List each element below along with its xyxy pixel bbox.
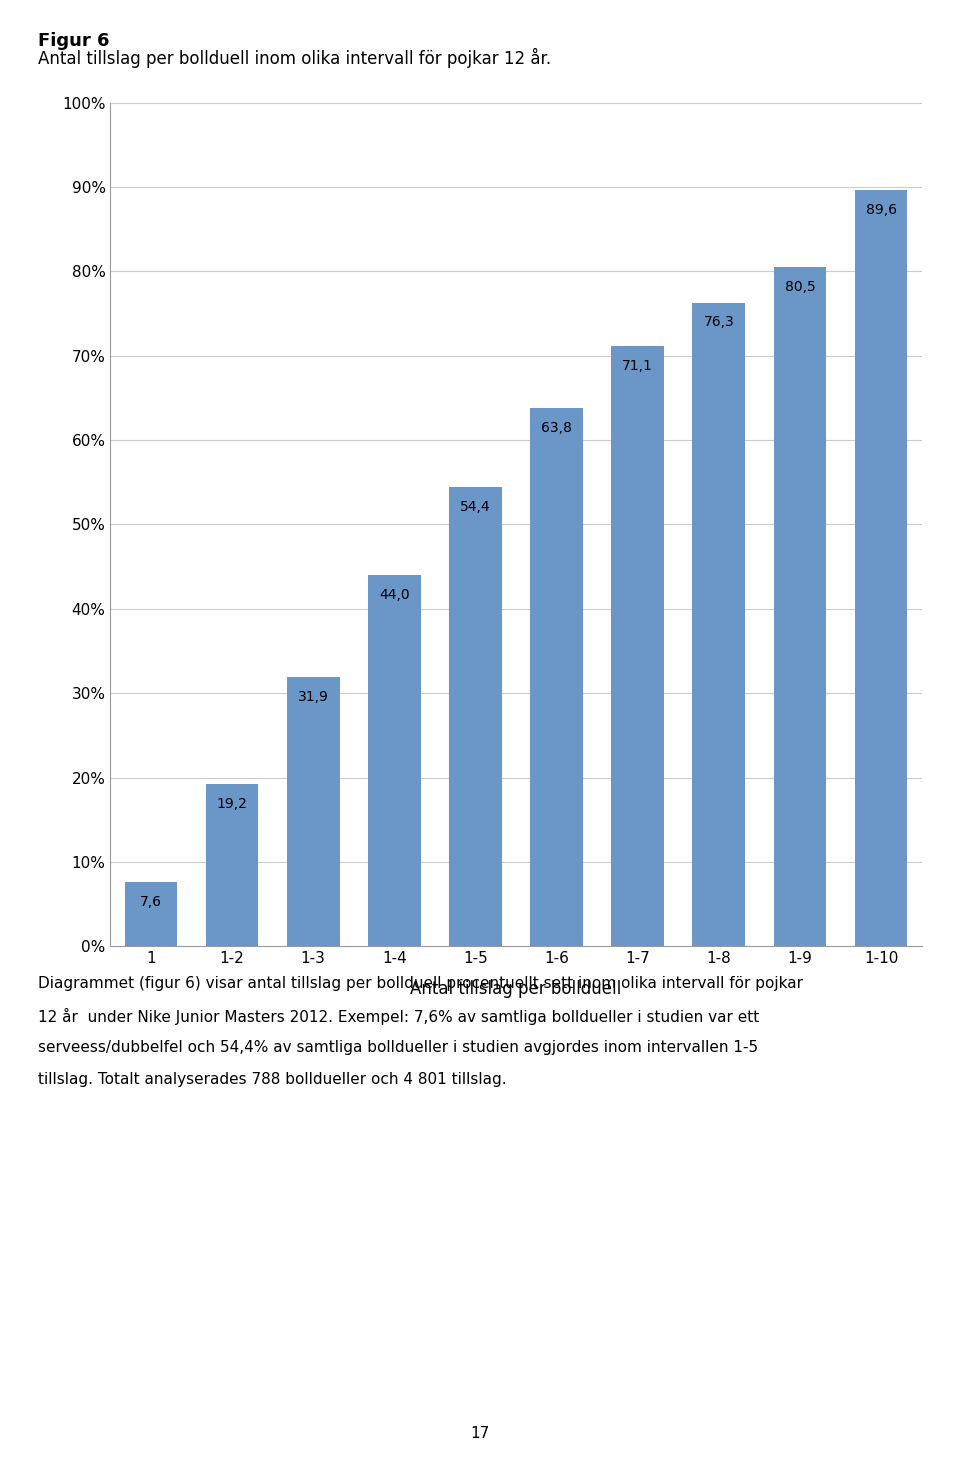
- Bar: [612, 346, 664, 946]
- Text: 12 år  under Nike Junior Masters 2012. Exempel: 7,6% av samtliga bolldueller i s: 12 år under Nike Junior Masters 2012. Ex…: [38, 1008, 759, 1025]
- Text: 7,6: 7,6: [140, 895, 162, 908]
- Bar: [368, 575, 420, 946]
- Text: 80,5: 80,5: [784, 280, 815, 293]
- Bar: [125, 882, 178, 946]
- Text: Figur 6: Figur 6: [38, 32, 109, 50]
- Bar: [205, 785, 258, 946]
- Bar: [287, 678, 340, 946]
- Bar: [854, 191, 907, 946]
- Text: 71,1: 71,1: [622, 359, 653, 373]
- Bar: [774, 267, 827, 946]
- Text: 17: 17: [470, 1426, 490, 1441]
- Text: 89,6: 89,6: [866, 202, 897, 217]
- Text: 31,9: 31,9: [298, 689, 328, 704]
- Text: Diagrammet (figur 6) visar antal tillslag per bollduell procentuellt sett inom o: Diagrammet (figur 6) visar antal tillsla…: [38, 976, 804, 990]
- Text: 19,2: 19,2: [217, 797, 248, 811]
- Text: Antal tillslag per bollduell inom olika intervall för pojkar 12 år.: Antal tillslag per bollduell inom olika …: [38, 48, 552, 69]
- Text: tillslag. Totalt analyserades 788 bolldueller och 4 801 tillslag.: tillslag. Totalt analyserades 788 bolldu…: [38, 1072, 507, 1087]
- Bar: [449, 487, 502, 946]
- Bar: [530, 408, 583, 946]
- Text: 44,0: 44,0: [379, 588, 410, 601]
- Text: 63,8: 63,8: [541, 421, 572, 434]
- Text: serveess/dubbelfel och 54,4% av samtliga bolldueller i studien avgjordes inom in: serveess/dubbelfel och 54,4% av samtliga…: [38, 1040, 758, 1055]
- Text: 76,3: 76,3: [704, 315, 734, 329]
- X-axis label: Antal tillslag per bollduell: Antal tillslag per bollduell: [410, 980, 622, 998]
- Text: 54,4: 54,4: [460, 500, 491, 513]
- Bar: [692, 302, 745, 946]
